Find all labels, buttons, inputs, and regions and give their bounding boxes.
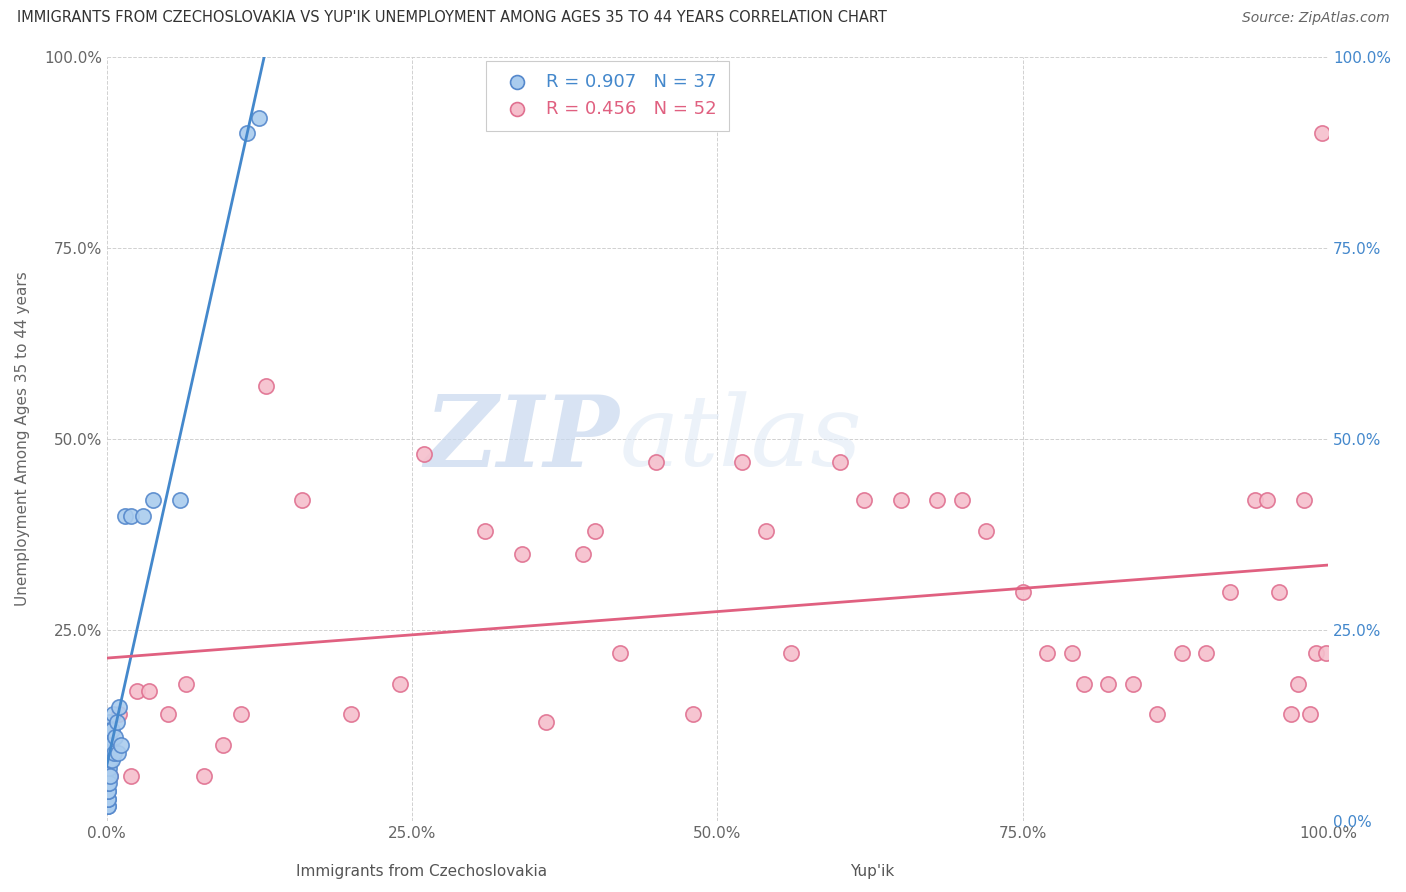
- Point: [120, 508, 142, 523]
- Point: [927, 493, 949, 508]
- Point: [1146, 707, 1168, 722]
- Text: Immigrants from Czechoslovakia: Immigrants from Czechoslovakia: [297, 864, 547, 879]
- Point: [974, 524, 997, 538]
- Point: [1305, 646, 1327, 660]
- Text: IMMIGRANTS FROM CZECHOSLOVAKIA VS YUP'IK UNEMPLOYMENT AMONG AGES 35 TO 44 YEARS : IMMIGRANTS FROM CZECHOSLOVAKIA VS YUP'IK…: [17, 11, 887, 25]
- Point: [236, 126, 259, 140]
- Point: [114, 508, 136, 523]
- Point: [1195, 646, 1218, 660]
- Point: [572, 547, 595, 561]
- Point: [100, 753, 122, 767]
- Point: [97, 799, 120, 814]
- Point: [1244, 493, 1267, 508]
- Point: [98, 746, 121, 760]
- Point: [211, 738, 233, 752]
- Point: [1073, 677, 1095, 691]
- Point: [950, 493, 973, 508]
- Point: [388, 677, 411, 691]
- Point: [1310, 126, 1333, 140]
- Point: [1256, 493, 1278, 508]
- Point: [97, 738, 120, 752]
- Point: [138, 684, 160, 698]
- Point: [104, 731, 127, 745]
- Point: [340, 707, 363, 722]
- Point: [291, 493, 314, 508]
- Point: [97, 768, 120, 782]
- Point: [853, 493, 876, 508]
- Point: [105, 714, 128, 729]
- Point: [97, 746, 120, 760]
- Point: [1036, 646, 1059, 660]
- Point: [1219, 585, 1241, 599]
- Point: [413, 447, 436, 461]
- Point: [474, 524, 496, 538]
- Point: [174, 677, 197, 691]
- Point: [828, 455, 851, 469]
- Point: [97, 784, 120, 798]
- Point: [100, 738, 122, 752]
- Point: [890, 493, 912, 508]
- Point: [1286, 677, 1309, 691]
- Point: [127, 684, 149, 698]
- Point: [97, 753, 120, 767]
- Point: [100, 723, 122, 737]
- Legend: R = 0.907   N = 37, R = 0.456   N = 52: R = 0.907 N = 37, R = 0.456 N = 52: [486, 61, 728, 131]
- Point: [100, 723, 122, 737]
- Point: [100, 753, 122, 767]
- Point: [97, 761, 120, 775]
- Point: [97, 776, 120, 790]
- Point: [193, 768, 215, 782]
- Point: [132, 508, 155, 523]
- Point: [583, 524, 606, 538]
- Point: [98, 761, 121, 775]
- Text: atlas: atlas: [620, 392, 862, 487]
- Text: Source: ZipAtlas.com: Source: ZipAtlas.com: [1241, 12, 1389, 25]
- Point: [1011, 585, 1033, 599]
- Point: [1097, 677, 1119, 691]
- Point: [1292, 493, 1315, 508]
- Point: [101, 707, 124, 722]
- Point: [249, 111, 271, 125]
- Point: [142, 493, 165, 508]
- Point: [97, 791, 120, 805]
- Text: Yup'ik: Yup'ik: [849, 864, 894, 879]
- Point: [100, 768, 122, 782]
- Point: [609, 646, 631, 660]
- Point: [100, 768, 122, 782]
- Point: [645, 455, 668, 469]
- Point: [510, 547, 533, 561]
- Point: [98, 776, 121, 790]
- Point: [110, 738, 132, 752]
- Point: [108, 699, 131, 714]
- Point: [254, 378, 277, 392]
- Point: [1060, 646, 1083, 660]
- Point: [1122, 677, 1144, 691]
- Point: [97, 791, 120, 805]
- Point: [536, 714, 558, 729]
- Point: [682, 707, 704, 722]
- Point: [107, 746, 129, 760]
- Point: [97, 799, 120, 814]
- Point: [229, 707, 252, 722]
- Point: [108, 707, 131, 722]
- Point: [169, 493, 191, 508]
- Point: [779, 646, 801, 660]
- Point: [731, 455, 754, 469]
- Point: [156, 707, 179, 722]
- Point: [98, 714, 121, 729]
- Point: [1299, 707, 1322, 722]
- Point: [98, 731, 121, 745]
- Point: [1170, 646, 1192, 660]
- Text: ZIP: ZIP: [425, 391, 620, 487]
- Point: [1268, 585, 1291, 599]
- Y-axis label: Unemployment Among Ages 35 to 44 years: Unemployment Among Ages 35 to 44 years: [15, 272, 30, 607]
- Point: [1281, 707, 1303, 722]
- Point: [1315, 646, 1337, 660]
- Point: [120, 768, 142, 782]
- Point: [755, 524, 778, 538]
- Point: [103, 746, 125, 760]
- Point: [97, 784, 120, 798]
